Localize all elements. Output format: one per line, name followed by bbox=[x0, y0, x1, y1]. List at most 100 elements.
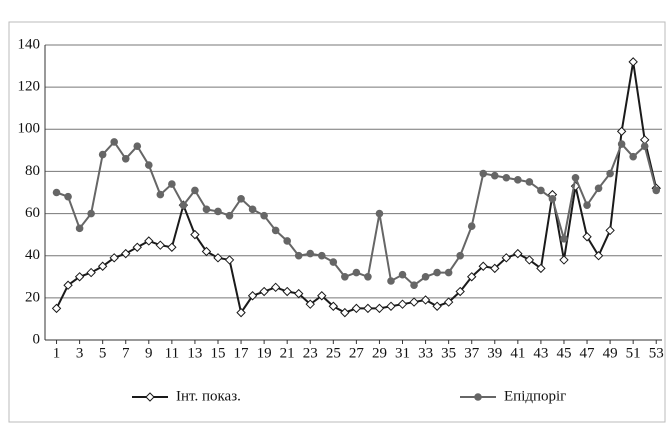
data-point bbox=[421, 272, 430, 281]
data-point bbox=[75, 224, 84, 233]
data-point bbox=[190, 229, 200, 240]
data-point bbox=[329, 258, 338, 266]
data-point bbox=[328, 301, 339, 311]
data-point bbox=[616, 126, 627, 137]
data-point bbox=[548, 195, 557, 203]
data-point bbox=[168, 180, 176, 188]
data-point bbox=[306, 249, 315, 258]
data-point bbox=[74, 272, 85, 282]
data-point bbox=[479, 169, 488, 178]
data-point bbox=[397, 299, 408, 309]
data-point bbox=[455, 286, 465, 297]
data-point bbox=[214, 207, 222, 216]
legend-marker bbox=[474, 393, 482, 401]
data-point bbox=[652, 186, 661, 195]
data-point bbox=[536, 263, 546, 274]
data-point bbox=[121, 154, 130, 163]
data-point bbox=[191, 186, 199, 195]
data-point bbox=[364, 272, 372, 281]
x-tick-label: 53 bbox=[649, 345, 664, 361]
data-point bbox=[467, 222, 476, 231]
x-tick-label: 23 bbox=[303, 345, 318, 361]
x-tick-label: 39 bbox=[487, 345, 502, 361]
x-tick-label: 31 bbox=[395, 345, 410, 361]
x-tick-label: 13 bbox=[187, 345, 202, 361]
data-point bbox=[201, 246, 212, 257]
x-tick-label: 19 bbox=[257, 345, 272, 361]
data-point bbox=[155, 240, 166, 250]
x-tick-label: 15 bbox=[210, 345, 225, 361]
data-point bbox=[237, 195, 245, 203]
chart-frame bbox=[8, 21, 666, 423]
data-point bbox=[571, 173, 580, 182]
data-point bbox=[629, 152, 637, 161]
x-tick-label: 33 bbox=[418, 345, 433, 361]
data-point bbox=[109, 253, 119, 263]
x-tick-label: 21 bbox=[280, 345, 295, 361]
data-point bbox=[179, 201, 188, 209]
y-tick-label: 80 bbox=[25, 163, 40, 179]
data-point bbox=[456, 251, 464, 260]
y-tick-label: 0 bbox=[33, 331, 41, 347]
data-point bbox=[525, 178, 534, 186]
x-tick-label: 37 bbox=[464, 345, 480, 361]
y-tick-label: 120 bbox=[18, 79, 41, 95]
data-point bbox=[213, 253, 223, 263]
data-point bbox=[341, 272, 349, 281]
x-tick-label: 29 bbox=[372, 345, 387, 361]
data-point bbox=[167, 242, 177, 252]
data-point bbox=[121, 248, 131, 259]
data-point bbox=[133, 142, 142, 150]
data-point bbox=[294, 251, 303, 260]
data-point bbox=[560, 235, 568, 243]
x-tick-label: 7 bbox=[122, 345, 130, 361]
data-point bbox=[317, 291, 327, 301]
data-point bbox=[583, 201, 591, 209]
data-point bbox=[87, 209, 95, 218]
data-point bbox=[559, 255, 569, 265]
data-point bbox=[317, 251, 326, 260]
data-point bbox=[271, 226, 280, 235]
data-point bbox=[225, 211, 234, 220]
data-point bbox=[386, 301, 396, 311]
data-point bbox=[537, 186, 545, 195]
data-point bbox=[144, 236, 154, 246]
data-point bbox=[443, 297, 454, 307]
x-tick-label: 43 bbox=[533, 345, 548, 361]
data-point bbox=[340, 307, 350, 318]
legend-label: Епідпоріг bbox=[504, 388, 566, 404]
data-point bbox=[478, 261, 488, 271]
data-point bbox=[490, 263, 500, 274]
data-point bbox=[409, 297, 419, 307]
data-point bbox=[363, 303, 373, 314]
x-tick-label: 11 bbox=[165, 345, 179, 361]
data-point bbox=[524, 255, 535, 265]
data-point bbox=[617, 140, 626, 148]
data-point bbox=[156, 190, 165, 199]
data-point bbox=[513, 248, 523, 259]
data-point bbox=[593, 251, 604, 261]
data-point bbox=[282, 286, 292, 297]
data-point bbox=[432, 301, 442, 311]
data-point bbox=[52, 188, 61, 197]
data-point bbox=[594, 184, 603, 193]
x-tick-label: 1 bbox=[53, 345, 61, 361]
data-point bbox=[502, 173, 511, 182]
y-tick-label: 60 bbox=[25, 205, 40, 221]
data-point bbox=[98, 150, 107, 159]
data-point bbox=[606, 169, 614, 178]
data-point bbox=[351, 303, 362, 314]
data-point bbox=[490, 171, 499, 180]
x-tick-label: 17 bbox=[234, 345, 250, 361]
y-tick-label: 20 bbox=[25, 289, 40, 305]
data-point bbox=[64, 192, 72, 201]
data-point bbox=[605, 225, 615, 236]
data-point bbox=[248, 205, 257, 214]
x-tick-label: 41 bbox=[510, 345, 525, 361]
data-point bbox=[352, 268, 361, 277]
data-point bbox=[259, 286, 269, 297]
data-point bbox=[420, 295, 431, 305]
data-point bbox=[294, 288, 304, 299]
data-point bbox=[640, 142, 649, 150]
data-point bbox=[410, 281, 418, 290]
